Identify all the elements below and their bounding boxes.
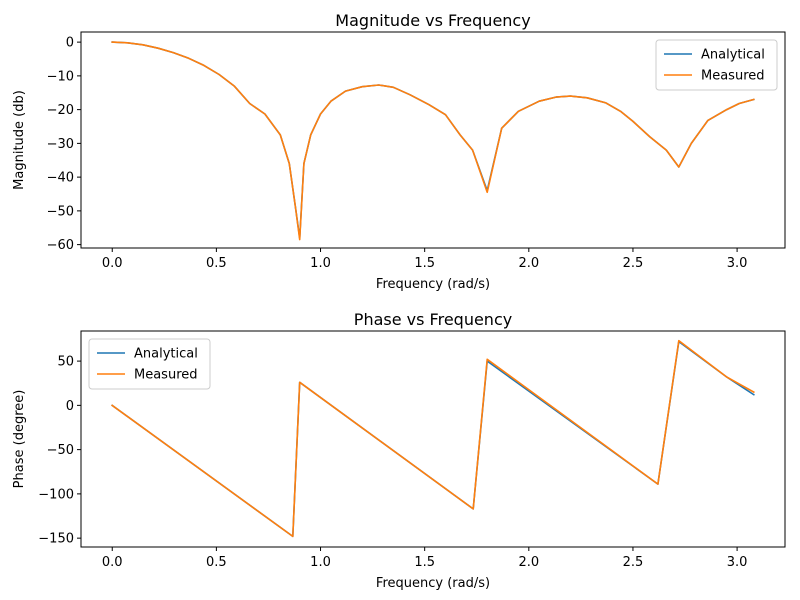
- legend-label-measured: Measured: [701, 69, 765, 84]
- series-line-measured: [111, 41, 755, 241]
- y-tick-label: 50: [57, 355, 74, 370]
- legend: Analytical Measured: [655, 39, 778, 91]
- legend-box: [655, 39, 778, 91]
- x-tick-label: 2.5: [623, 555, 644, 570]
- x-tick-label: 2.0: [518, 256, 539, 271]
- x-tick-label: 1.0: [310, 256, 331, 271]
- legend-label-measured: Measured: [134, 368, 198, 383]
- plot-frame: [80, 31, 786, 249]
- y-tick-label: 0: [66, 36, 74, 51]
- y-axis-label: Magnitude (db): [12, 90, 27, 190]
- legend-label-analytical: Analytical: [134, 347, 198, 362]
- legend-box: [88, 338, 211, 390]
- x-tick-label: 2.0: [518, 555, 539, 570]
- y-tick-label: −10: [47, 69, 74, 84]
- y-tick-label: −60: [47, 238, 74, 253]
- x-tick-label: 1.0: [310, 555, 331, 570]
- y-tick-label: −20: [47, 103, 74, 118]
- chart-title: Magnitude vs Frequency: [335, 11, 530, 30]
- plot-frame: [80, 330, 786, 548]
- phase-chart: Phase vs Frequency Frequency (rad/s) Pha…: [12, 310, 786, 591]
- y-tick-label: −50: [47, 204, 74, 219]
- y-axis-label: Phase (degree): [12, 390, 27, 489]
- x-axis-label: Frequency (rad/s): [376, 277, 490, 292]
- x-axis-label: Frequency (rad/s): [376, 576, 490, 591]
- y-tick-label: −150: [38, 532, 74, 547]
- x-tick-label: 1.5: [414, 555, 435, 570]
- magnitude-chart: Magnitude vs Frequency Frequency (rad/s)…: [12, 11, 786, 292]
- x-tick-label: 3.0: [727, 256, 748, 271]
- y-tick-label: −50: [47, 443, 74, 458]
- x-tick-label: 0.0: [102, 256, 123, 271]
- y-tick-label: −40: [47, 171, 74, 186]
- x-tick-label: 3.0: [727, 555, 748, 570]
- x-tick-label: 1.5: [414, 256, 435, 271]
- x-tick-label: 0.5: [206, 256, 227, 271]
- y-tick-label: 0: [66, 399, 74, 414]
- legend: Analytical Measured: [88, 338, 211, 390]
- x-tick-label: 0.0: [102, 555, 123, 570]
- legend-label-analytical: Analytical: [701, 48, 765, 63]
- chart-title: Phase vs Frequency: [354, 310, 512, 329]
- x-tick-label: 2.5: [623, 256, 644, 271]
- y-tick-label: −100: [38, 487, 74, 502]
- series-line-measured: [111, 339, 755, 538]
- y-tick-label: −30: [47, 137, 74, 152]
- x-tick-label: 0.5: [206, 555, 227, 570]
